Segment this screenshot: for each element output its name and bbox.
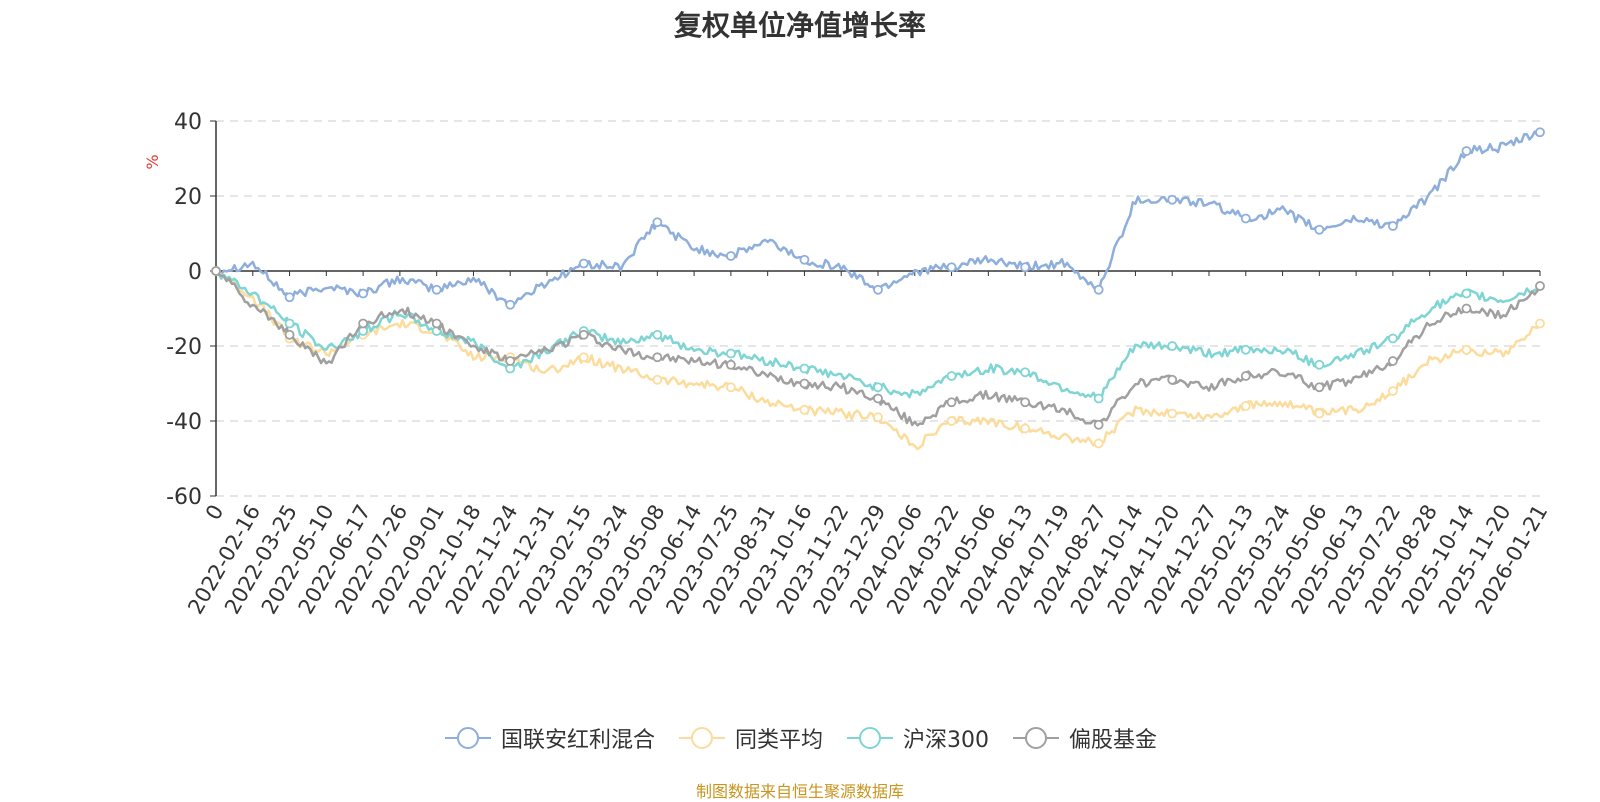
line-chart: 40200-20-40-60%02022-02-162022-03-252022… bbox=[143, 110, 1552, 618]
y-axis-label: % bbox=[143, 154, 162, 169]
data-point bbox=[1093, 438, 1104, 449]
data-point bbox=[1461, 344, 1472, 355]
data-point bbox=[1240, 213, 1251, 224]
legend-label: 偏股基金 bbox=[1069, 728, 1158, 753]
data-point bbox=[1387, 386, 1398, 396]
data-point bbox=[1461, 288, 1472, 299]
data-point bbox=[652, 329, 663, 340]
data-point bbox=[873, 412, 883, 423]
data-point bbox=[211, 266, 221, 276]
data-point bbox=[1461, 303, 1472, 314]
data-point bbox=[1093, 284, 1104, 295]
data-point bbox=[799, 404, 810, 415]
y-tick-label: 40 bbox=[174, 110, 202, 135]
legend-marker-icon bbox=[847, 727, 893, 749]
data-point bbox=[505, 356, 516, 366]
data-point bbox=[873, 393, 883, 404]
data-point bbox=[1020, 397, 1031, 408]
data-point bbox=[1020, 423, 1031, 434]
data-point bbox=[1240, 371, 1251, 381]
source-footnote: 制图数据来自恒生聚源数据库 bbox=[695, 782, 904, 801]
legend-label: 沪深300 bbox=[903, 728, 989, 753]
legend-label: 国联安红利混合 bbox=[500, 728, 655, 753]
data-point bbox=[652, 217, 663, 228]
y-tick-label: 0 bbox=[188, 260, 202, 285]
data-point bbox=[873, 284, 883, 295]
legend-marker-icon bbox=[1013, 727, 1059, 749]
data-point bbox=[1535, 318, 1545, 329]
legend-item[interactable]: 偏股基金 bbox=[1011, 722, 1157, 754]
data-point bbox=[652, 374, 663, 385]
grid-lines bbox=[216, 120, 1540, 497]
axes bbox=[210, 120, 1541, 497]
legend-label: 同类平均 bbox=[734, 728, 823, 753]
data-point bbox=[284, 292, 295, 303]
data-point bbox=[1314, 382, 1325, 393]
data-point bbox=[946, 416, 957, 426]
data-point bbox=[431, 318, 442, 329]
data-point bbox=[1167, 374, 1178, 385]
data-point bbox=[284, 329, 295, 340]
legend-item[interactable]: 同类平均 bbox=[677, 722, 823, 754]
data-point bbox=[1020, 262, 1031, 273]
y-tick-label: 20 bbox=[174, 185, 202, 210]
data-point bbox=[578, 329, 589, 340]
data-point bbox=[1240, 344, 1251, 355]
data-point bbox=[725, 359, 736, 370]
y-tick-label: -20 bbox=[166, 335, 202, 360]
data-point bbox=[799, 363, 810, 374]
data-point bbox=[725, 382, 736, 393]
data-point bbox=[578, 352, 589, 363]
series-line bbox=[215, 130, 1541, 308]
data-point bbox=[1240, 401, 1251, 411]
series-0 bbox=[211, 127, 1545, 310]
data-point bbox=[652, 352, 663, 363]
data-point bbox=[358, 288, 369, 299]
data-point bbox=[946, 371, 957, 381]
legend-marker-icon bbox=[444, 727, 491, 749]
data-point bbox=[725, 251, 736, 261]
y-tick-label: -60 bbox=[166, 485, 202, 510]
data-point bbox=[799, 254, 810, 265]
data-point bbox=[1314, 359, 1325, 370]
data-point bbox=[1535, 281, 1545, 291]
data-point bbox=[1167, 194, 1178, 205]
y-tick-label: -40 bbox=[166, 410, 202, 435]
legend-item[interactable]: 沪深300 bbox=[845, 722, 989, 754]
data-point bbox=[1314, 224, 1325, 235]
data-point bbox=[431, 284, 442, 295]
legend-marker-icon bbox=[678, 727, 725, 749]
data-point bbox=[358, 318, 369, 329]
data-point bbox=[1093, 419, 1104, 430]
chart-title: 复权单位净值增长率 bbox=[673, 9, 926, 42]
data-point bbox=[1167, 408, 1178, 419]
data-point bbox=[1535, 127, 1545, 138]
data-point bbox=[946, 262, 957, 273]
data-point bbox=[946, 397, 957, 408]
legend-item[interactable]: 国联安红利混合 bbox=[443, 722, 655, 754]
data-point bbox=[505, 299, 516, 310]
data-point bbox=[873, 382, 883, 393]
data-point bbox=[1387, 221, 1398, 231]
data-point bbox=[284, 318, 295, 329]
data-point bbox=[578, 258, 589, 269]
legend: 国联安红利混合 同类平均 沪深300 偏股基金 bbox=[0, 722, 1600, 754]
data-point bbox=[1020, 367, 1031, 378]
axis-labels: 40200-20-40-60%02022-02-162022-03-252022… bbox=[143, 110, 1552, 618]
series-3 bbox=[211, 266, 1545, 430]
data-point bbox=[725, 348, 736, 359]
data-point bbox=[1093, 393, 1104, 404]
data-point bbox=[1314, 408, 1325, 419]
data-point bbox=[1387, 356, 1398, 366]
data-point bbox=[799, 378, 810, 389]
data-point bbox=[1387, 333, 1398, 344]
series-lines bbox=[211, 127, 1545, 451]
data-point bbox=[1167, 341, 1178, 351]
x-tick-label: 0 bbox=[201, 501, 228, 525]
data-point bbox=[1461, 146, 1472, 156]
